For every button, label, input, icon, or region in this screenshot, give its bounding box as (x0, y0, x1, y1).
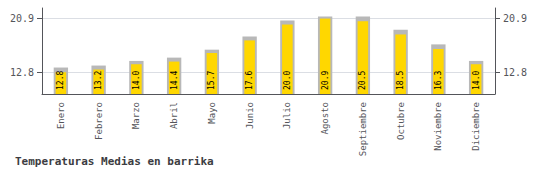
svg-text:Temperaturas Medias en barrika: Temperaturas Medias en barrika (15, 155, 214, 168)
svg-text:14.4: 14.4 (170, 71, 179, 90)
svg-text:16.3: 16.3 (434, 71, 443, 90)
svg-text:20.9: 20.9 (10, 13, 34, 24)
svg-text:Septiembre: Septiembre (358, 102, 368, 156)
svg-text:13.2: 13.2 (94, 71, 103, 90)
svg-text:Julio: Julio (282, 102, 292, 129)
svg-text:Enero: Enero (56, 102, 66, 129)
svg-text:Noviembre: Noviembre (433, 102, 443, 151)
svg-text:Agosto: Agosto (320, 102, 330, 135)
svg-text:14.0: 14.0 (472, 71, 481, 90)
svg-text:Diciembre: Diciembre (471, 102, 481, 151)
svg-text:20.0: 20.0 (283, 71, 292, 90)
svg-text:Mayo: Mayo (207, 102, 217, 124)
svg-text:Junio: Junio (245, 102, 255, 129)
svg-text:15.7: 15.7 (207, 71, 216, 90)
svg-text:17.6: 17.6 (245, 71, 254, 90)
svg-text:14.0: 14.0 (132, 71, 141, 90)
svg-text:20.9: 20.9 (321, 71, 330, 90)
svg-text:20.5: 20.5 (358, 71, 367, 90)
svg-text:12.8: 12.8 (10, 67, 34, 78)
svg-text:Abril: Abril (169, 102, 179, 129)
svg-text:12.8: 12.8 (56, 71, 65, 90)
svg-text:Febrero: Febrero (94, 102, 104, 140)
svg-text:20.9: 20.9 (503, 13, 527, 24)
svg-text:18.5: 18.5 (396, 71, 405, 90)
svg-text:Marzo: Marzo (131, 102, 141, 129)
svg-text:Octubre: Octubre (396, 102, 406, 140)
svg-text:12.8: 12.8 (503, 67, 527, 78)
